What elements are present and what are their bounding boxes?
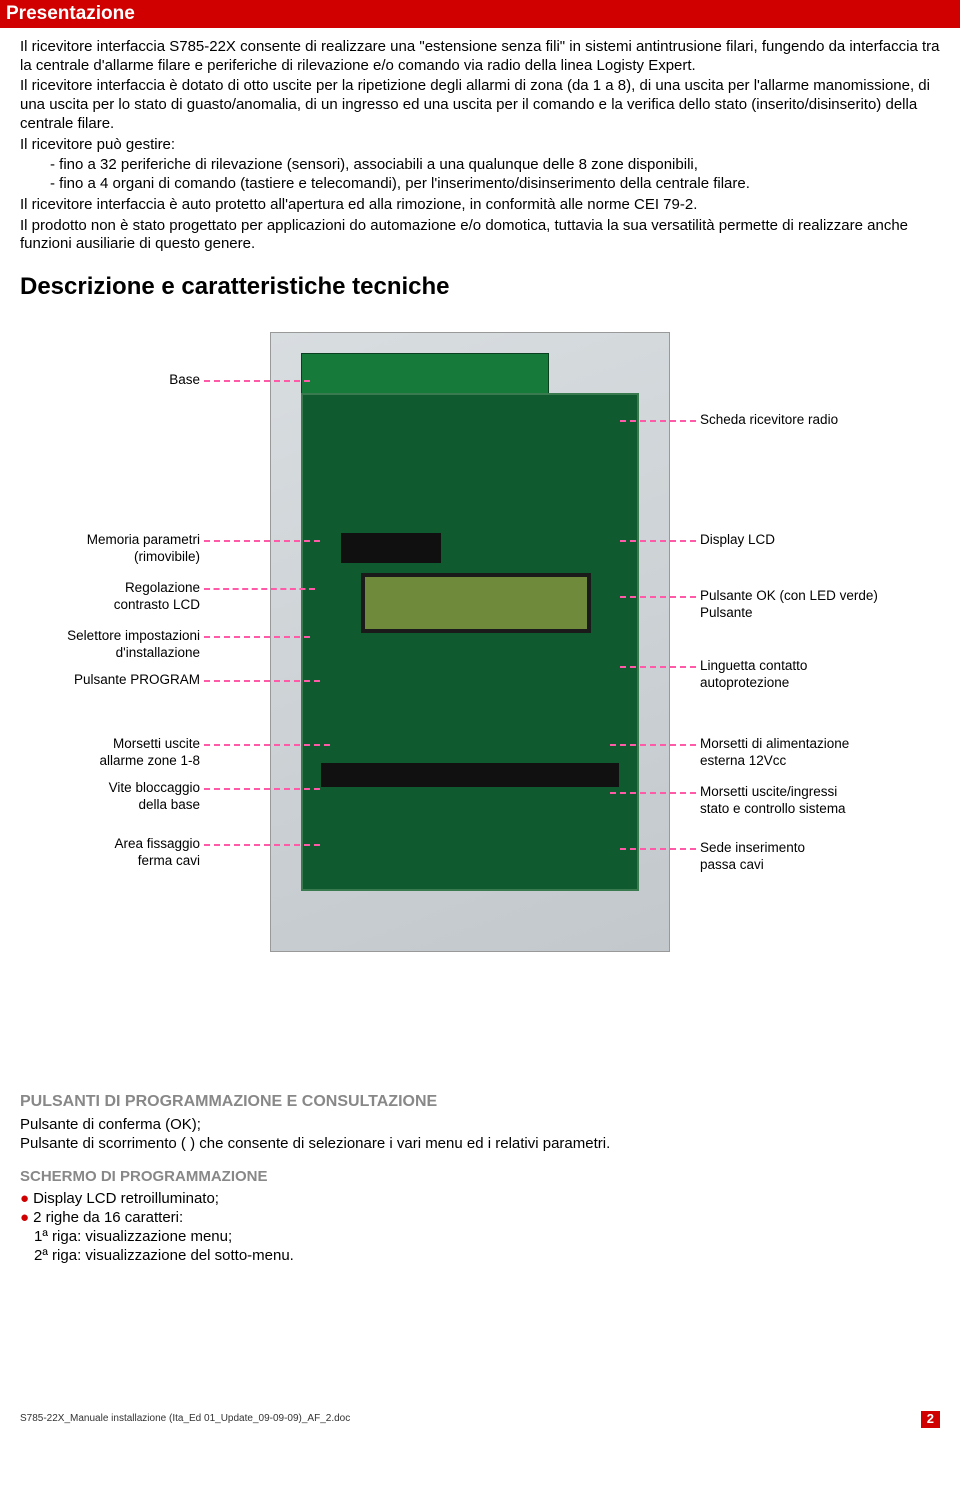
leader-left-1 <box>204 540 320 542</box>
leader-right-3 <box>620 666 696 668</box>
callout-left-2: Regolazionecontrasto LCD <box>114 580 200 614</box>
footer-page-number: 2 <box>921 1411 940 1427</box>
leader-left-7 <box>204 844 320 846</box>
intro-li1: fino a 32 periferiche di rilevazione (se… <box>50 156 940 175</box>
screen-bullets: ●Display LCD retroilluminato; ●2 righe d… <box>20 1190 940 1228</box>
callout-left-4: Pulsante PROGRAM <box>74 672 200 689</box>
page-footer: S785-22X_Manuale installazione (Ita_Ed 0… <box>20 1405 940 1427</box>
subtitle-descrizione: Descrizione e caratteristiche tecniche <box>20 272 940 302</box>
callout-right-6: Sede inserimentopassa cavi <box>700 840 805 874</box>
callout-left-1: Memoria parametri(rimovibile) <box>87 532 200 566</box>
leader-right-6 <box>620 848 696 850</box>
intro-list: fino a 32 periferiche di rilevazione (se… <box>20 156 940 194</box>
callout-right-1: Display LCD <box>700 532 775 549</box>
screen-title: SCHERMO DI PROGRAMMAZIONE <box>20 1168 940 1187</box>
callout-left-7: Area fissaggioferma cavi <box>114 836 200 870</box>
leader-right-5 <box>610 792 696 794</box>
callout-left-6: Vite bloccaggiodella base <box>109 780 200 814</box>
screen-b2-text: 2 righe da 16 caratteri: <box>33 1209 183 1226</box>
callout-left-3: Selettore impostazionid'installazione <box>67 628 200 662</box>
callout-left-0: Base <box>169 372 200 389</box>
leader-right-0 <box>620 420 696 422</box>
intro-p3-lead: Il ricevitore può gestire: <box>20 136 940 155</box>
callout-right-3: Linguetta contattoautoprotezione <box>700 658 807 692</box>
screen-r2: 2ª riga: visualizzazione del sotto-menu. <box>20 1247 940 1266</box>
leader-left-3 <box>204 636 310 638</box>
programming-line2: Pulsante di scorrimento ( ) che consente… <box>20 1135 940 1154</box>
device-terminal-strip <box>321 763 619 787</box>
leader-left-2 <box>204 588 315 590</box>
callout-right-4: Morsetti di alimentazioneesterna 12Vcc <box>700 736 849 770</box>
footer-doc: S785-22X_Manuale installazione (Ita_Ed 0… <box>20 1413 350 1426</box>
screen-b2: ●2 righe da 16 caratteri: <box>20 1209 940 1228</box>
callout-right-5: Morsetti uscite/ingressistato e controll… <box>700 784 846 818</box>
intro-block: Il ricevitore interfaccia S785-22X conse… <box>20 38 940 254</box>
leader-right-1 <box>620 540 696 542</box>
intro-p1: Il ricevitore interfaccia S785-22X conse… <box>20 38 940 76</box>
leader-left-5 <box>204 744 330 746</box>
callout-right-2: Pulsante OK (con LED verde)Pulsante <box>700 588 878 622</box>
intro-p5: Il prodotto non è stato progettato per a… <box>20 217 940 255</box>
screen-b1-text: Display LCD retroilluminato; <box>33 1190 219 1207</box>
leader-left-4 <box>204 680 320 682</box>
callout-right-0: Scheda ricevitore radio <box>700 412 838 429</box>
device-memory-chip <box>341 533 441 563</box>
screen-b1: ●Display LCD retroilluminato; <box>20 1190 940 1209</box>
intro-p2: Il ricevitore interfaccia è dotato di ot… <box>20 77 940 133</box>
callout-left-5: Morsetti usciteallarme zone 1-8 <box>99 736 200 770</box>
device-diagram: Base Memoria parametri(rimovibile) Regolaz… <box>20 332 940 992</box>
screen-r1: 1ª riga: visualizzazione menu; <box>20 1228 940 1247</box>
programming-line1: Pulsante di conferma (OK); <box>20 1116 940 1135</box>
device-pcb <box>301 393 639 891</box>
programming-title: PULSANTI DI PROGRAMMAZIONE E CONSULTAZIO… <box>20 1092 940 1112</box>
device-lcd <box>361 573 591 633</box>
device-case <box>270 332 670 952</box>
leader-right-2 <box>620 596 696 598</box>
leader-left-0 <box>204 380 310 382</box>
section-header-presentazione: Presentazione <box>0 0 960 28</box>
intro-p4: Il ricevitore interfaccia è auto protett… <box>20 196 940 215</box>
intro-li2: fino a 4 organi di comando (tastiere e t… <box>50 175 940 194</box>
leader-left-6 <box>204 788 320 790</box>
leader-right-4 <box>610 744 696 746</box>
